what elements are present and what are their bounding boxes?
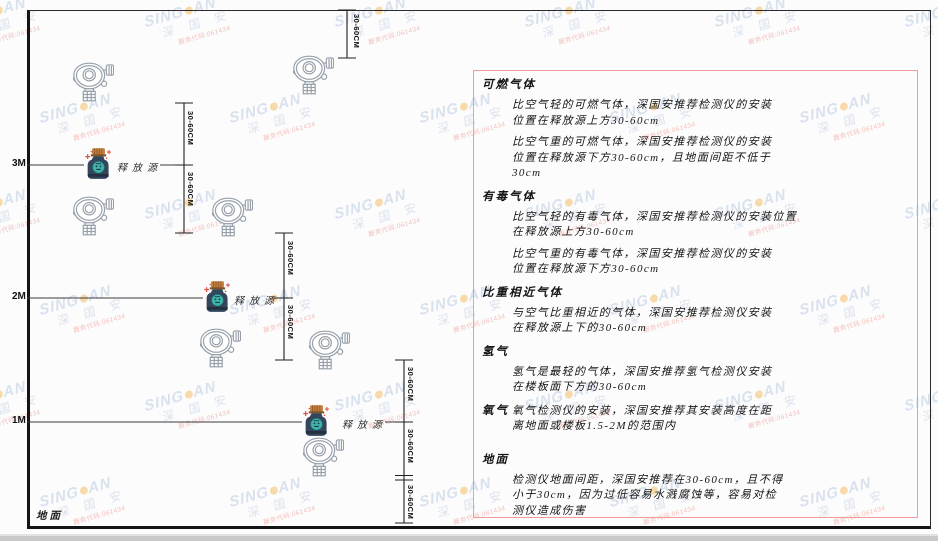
gas-detector-icon <box>309 330 350 370</box>
dim-label: 30-60CM <box>186 172 195 207</box>
section-paragraph: 比空气重的可燃气体，深国安推荐检测仪的安装 位置在释放源下方30-60cm，且地面… <box>512 135 909 182</box>
dim-label: 30-60CM <box>352 14 361 49</box>
section-paragraph: 氧气检测仪的安装，深国安推荐其安装高度在距 离地面或楼板1.5-2M的范围内 <box>512 404 772 435</box>
paragraph-line: 位置在释放源上方30-60cm <box>512 114 660 127</box>
gas-detector <box>303 437 344 477</box>
dim-label: 30-60CM <box>406 429 415 464</box>
paragraph-line: 位置在释放源下方30-60cm <box>512 263 660 275</box>
dim-label: 30-60CM <box>186 111 195 146</box>
release-source-icon <box>303 405 329 436</box>
dim-label: 30-60CM <box>406 367 415 402</box>
dim-label: 30-60CM <box>286 305 295 340</box>
ground-label: 地面 <box>36 511 63 522</box>
scan-edge <box>0 534 938 541</box>
dim-label: 30-60CM <box>406 485 415 520</box>
release-source-2m <box>203 280 232 314</box>
release-source-1m <box>302 404 331 438</box>
panel-section: 可燃气体比空气轻的可燃气体，深国安推荐检测仪的安装 位置在释放源上方30-60cm… <box>482 78 909 182</box>
dimension-line-2m <box>275 232 293 361</box>
panel-section: 有毒气体比空气轻的有毒气体，深国安推荐检测仪的安装位置 在释放源上方30-60cm… <box>482 190 909 278</box>
release-source-label: 释放源 <box>234 296 279 307</box>
paragraph-line: 在楼板面下方的30-60cm <box>512 381 648 393</box>
paragraph-line: 比空气重的可燃气体，深国安推荐检测仪的安装 <box>512 136 773 148</box>
panel-section: 比重相近气体与空气比重相近的气体，深国安推荐检测仪安装 在释放源上下的30-60c… <box>482 286 909 337</box>
paragraph-line: 氢气是最轻的气体，深国安推荐氢气检测仪安装 <box>512 365 773 378</box>
paragraph-line: 氧气检测仪的安装，深国安推荐其安装高度在距 <box>512 404 773 417</box>
section-paragraph: 氢气是最轻的气体，深国安推荐氢气检测仪安装 在楼板面下方的30-60cm <box>512 365 909 396</box>
paragraph-line: 测仪造成伤害 <box>512 504 587 517</box>
gas-detector-icon <box>73 196 114 236</box>
panel-section: 地面 检测仪地面间距，深国安推荐在30-60cm，且不得 小于30cm，因为过低容易… <box>482 453 909 518</box>
paragraph-line: 检测仪地面间距，深国安推荐在30-60cm，且不得 <box>512 473 784 486</box>
diagram-frame <box>27 10 931 529</box>
panel-section: 氧气 氧气检测仪的安装，深国安推荐其安装高度在距 离地面或楼板1.5-2M的范围内 <box>482 404 909 435</box>
section-paragraph: 比空气轻的有毒气体，深国安推荐检测仪的安装位置 在释放源上方30-60cm <box>512 210 909 241</box>
gas-detector-icon <box>212 197 253 237</box>
dimension-line-1m <box>395 359 413 524</box>
paragraph-line: 小于30cm，因为过低容易水溅腐蚀等，容易对检 <box>512 489 778 501</box>
height-label-1m: 1M <box>12 415 26 426</box>
height-label-3m: 3M <box>12 158 26 169</box>
height-label-2m: 2M <box>12 291 26 302</box>
release-source-label: 释放源 <box>342 420 387 431</box>
release-source-icon <box>85 148 111 179</box>
installation-info-panel: 可燃气体比空气轻的可燃气体，深国安推荐检测仪的安装 位置在释放源上方30-60cm… <box>473 70 918 518</box>
panel-section: 氢气 氢气是最轻的气体，深国安推荐氢气检测仪安装 在楼板面下方的30-60cm <box>482 345 909 396</box>
section-heading: 氧气 <box>482 404 509 417</box>
paragraph-line: 在释放源上方30-60cm <box>512 226 635 238</box>
gas-detector <box>73 196 114 236</box>
gas-detector <box>293 55 334 95</box>
section-paragraph: 比空气重的有毒气体，深国安推荐检测仪的安装 位置在释放源下方30-60cm <box>512 247 909 278</box>
dim-label: 30-60CM <box>286 241 295 276</box>
gas-detector <box>309 330 350 370</box>
dimension-line-top <box>338 9 356 59</box>
gas-detector-icon <box>73 62 114 102</box>
section-heading: 氢气 <box>482 345 509 358</box>
release-source-icon <box>204 281 230 312</box>
gas-detector-icon <box>293 55 334 95</box>
section-heading: 有毒气体 <box>482 190 536 203</box>
gas-detector-icon <box>200 328 241 368</box>
paragraph-line: 与空气比重相近的气体，深国安推荐检测仪安装 <box>512 306 773 319</box>
section-heading: 地面 <box>482 453 509 466</box>
paragraph-line: 比空气轻的可燃气体，深国安推荐检测仪的安装 <box>512 99 773 111</box>
section-paragraph: 与空气比重相近的气体，深国安推荐检测仪安装 在释放源上下的30-60cm <box>512 306 909 337</box>
gas-detector <box>200 328 241 368</box>
section-body: 氧气检测仪的安装，深国安推荐其安装高度在距 离地面或楼板1.5-2M的范围内 <box>512 404 772 435</box>
release-source-label: 释放源 <box>117 163 162 174</box>
paragraph-line: 在释放源上下的30-60cm <box>512 322 648 334</box>
release-source-3m <box>84 147 113 181</box>
paragraph-line: 离地面或楼板1.5-2M的范围内 <box>512 420 677 432</box>
gas-detector <box>212 197 253 237</box>
dimension-line-3m <box>175 102 193 234</box>
paragraph-line: 比空气重的有毒气体，深国安推荐检测仪的安装 <box>512 247 773 260</box>
gas-detector-icon <box>303 437 344 477</box>
paragraph-line: 比空气轻的有毒气体，深国安推荐检测仪的安装位置 <box>512 210 798 223</box>
section-heading: 可燃气体 <box>482 79 536 91</box>
section-paragraph: 比空气轻的可燃气体，深国安推荐检测仪的安装 位置在释放源上方30-60cm <box>512 98 909 129</box>
gas-detector <box>73 62 114 102</box>
section-heading: 比重相近气体 <box>482 286 563 299</box>
section-paragraph: 检测仪地面间距，深国安推荐在30-60cm，且不得 小于30cm，因为过低容易水溅… <box>512 473 909 518</box>
paragraph-line: 30cm <box>512 167 542 179</box>
paragraph-line: 位置在释放源下方30-60cm，且地面间距不低于 <box>512 151 772 164</box>
